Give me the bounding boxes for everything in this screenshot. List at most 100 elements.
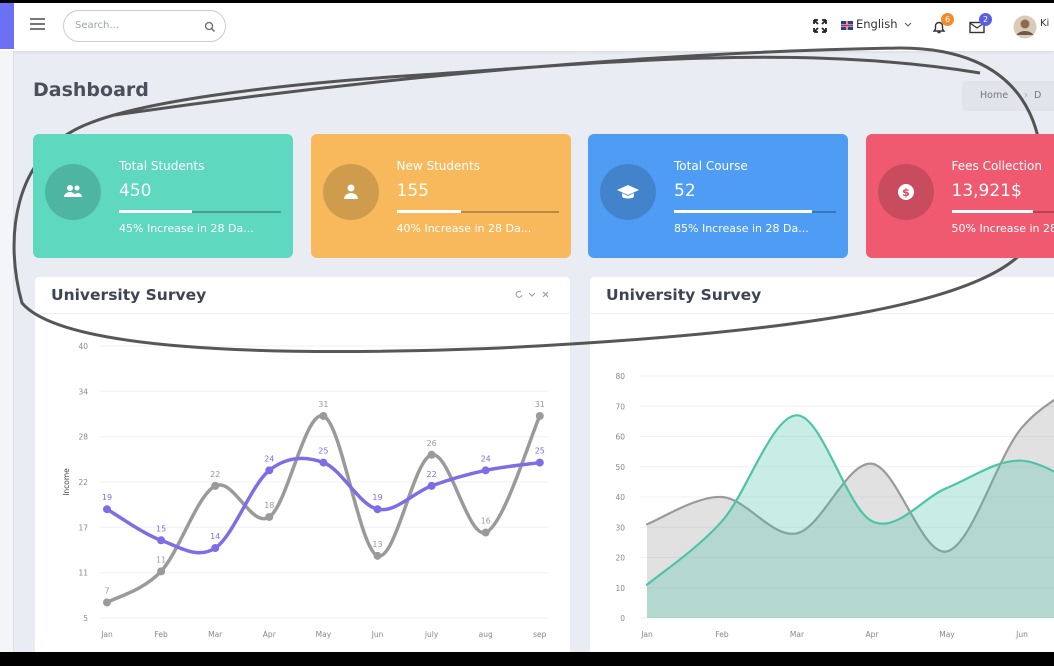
y-tick-label: 28 (78, 433, 88, 442)
data-point (265, 466, 274, 475)
data-point (481, 528, 490, 537)
x-tick-label: july (424, 630, 439, 639)
x-tick-label: May (939, 630, 955, 639)
data-point (427, 481, 436, 490)
chart: 7 11 22 18 31 13 26 16 31 19 15 14 24 25 19 22 24 25 (100, 345, 548, 619)
card-icon (45, 164, 101, 220)
icon-glyph (64, 185, 82, 197)
data-label: 11 (156, 555, 166, 564)
progress-track (396, 210, 559, 213)
data-label: 18 (264, 501, 274, 510)
y-tick-label: 80 (615, 372, 625, 381)
x-tick-label: May (316, 630, 332, 639)
card-title: New Students (396, 159, 480, 173)
y-tick-label: 30 (615, 523, 625, 532)
data-point (427, 450, 436, 459)
language-selector[interactable]: English (856, 17, 898, 31)
progress-track (674, 210, 836, 213)
search-icon (204, 21, 215, 32)
card-footer: 50% Increase in 28 Da... (951, 222, 1054, 235)
card-footer: 45% Increase in 28 Da... (119, 222, 254, 235)
y-tick-label: 34 (78, 387, 88, 396)
card-value: 450 (119, 181, 152, 201)
x-tick-label: Jun (371, 630, 384, 639)
progress-track (951, 210, 1054, 213)
progress-bar (674, 210, 812, 213)
icon-glyph: $ (897, 184, 914, 200)
data-label: 13 (372, 540, 382, 549)
data-point (319, 458, 328, 467)
data-point (103, 598, 111, 607)
progress-track (119, 210, 281, 213)
x-tick-label: aug (479, 630, 493, 639)
card-icon (322, 164, 379, 220)
search-box[interactable]: Search... (63, 10, 226, 42)
y-tick-label: 17 (78, 523, 88, 532)
fullscreen-button[interactable] (813, 19, 827, 33)
data-point (535, 458, 544, 467)
y-tick-label: 10 (615, 584, 625, 593)
stat-card[interactable]: $ Fees Collection 13,921$ 50% Increase in 2… (865, 134, 1054, 258)
data-label: 24 (481, 454, 491, 463)
y-tick-label: 40 (78, 342, 88, 351)
data-label: 26 (427, 439, 437, 448)
data-point (265, 512, 274, 521)
data-point (157, 536, 166, 545)
y-tick-label: 22 (78, 478, 88, 487)
data-label: 31 (318, 400, 328, 409)
card-value: 52 (674, 181, 696, 201)
line (105, 414, 542, 605)
y-tick-label: 11 (78, 569, 88, 578)
message-badge: 2 (979, 13, 992, 26)
data-point (373, 551, 382, 560)
x-tick-label: Feb (715, 630, 729, 639)
x-tick-label: Feb (154, 630, 168, 639)
y-tick-label: 60 (615, 433, 625, 442)
card-title: Fees Collection (951, 159, 1042, 173)
card-title: Total Students (119, 159, 205, 173)
x-tick-label: Mar (208, 630, 223, 639)
progress-bar (951, 210, 1033, 213)
x-tick-label: Jan (640, 630, 653, 639)
charts: 7 11 22 18 31 13 26 16 31 19 15 14 24 25 19 22 24 25 5 11 17… (62, 342, 1054, 639)
dropdown-caret (904, 22, 912, 27)
svg-text:$: $ (902, 186, 910, 199)
card-footer: 85% Increase in 28 Da... (674, 222, 809, 235)
flag-icon (841, 21, 853, 30)
x-tick-label: Jun (1015, 630, 1028, 639)
data-point (211, 481, 220, 490)
card-value: 13,921$ (951, 181, 1022, 201)
progress-bar (119, 210, 192, 213)
stat-card[interactable]: Total Course 52 85% Increase in 28 Da... (588, 134, 848, 258)
x-tick-label: Mar (790, 630, 805, 639)
menu-button[interactable] (30, 17, 46, 31)
y-tick-label: 70 (615, 402, 625, 411)
user-avatar[interactable] (1013, 15, 1037, 39)
data-label: 22 (210, 470, 220, 479)
y-axis-label: Income (62, 468, 71, 496)
user-name[interactable]: Ki (1040, 18, 1050, 29)
chart (640, 375, 1054, 619)
card-icon: $ (877, 164, 934, 220)
icon-glyph (343, 184, 358, 199)
progress-bar (396, 210, 462, 213)
line (645, 414, 1054, 586)
line (645, 398, 1054, 553)
data-point (103, 505, 111, 514)
x-tick-label: Apr (866, 630, 880, 639)
data-label: 16 (481, 517, 491, 526)
x-tick-label: Jan (100, 630, 113, 639)
data-label: 24 (264, 454, 274, 463)
line (105, 456, 542, 555)
y-tick-label: 5 (83, 614, 88, 623)
card-title: Total Course (674, 159, 748, 173)
search-placeholder: Search... (75, 20, 119, 31)
data-point (157, 567, 166, 576)
stat-card[interactable]: Total Students 450 45% Increase in 28 Da..… (33, 134, 293, 258)
stat-card[interactable]: New Students 155 40% Increase in 28 Da... (310, 134, 571, 258)
bell-icon[interactable] (931, 19, 947, 35)
data-point (535, 411, 544, 420)
icon-glyph (617, 185, 639, 199)
data-point (373, 505, 382, 514)
